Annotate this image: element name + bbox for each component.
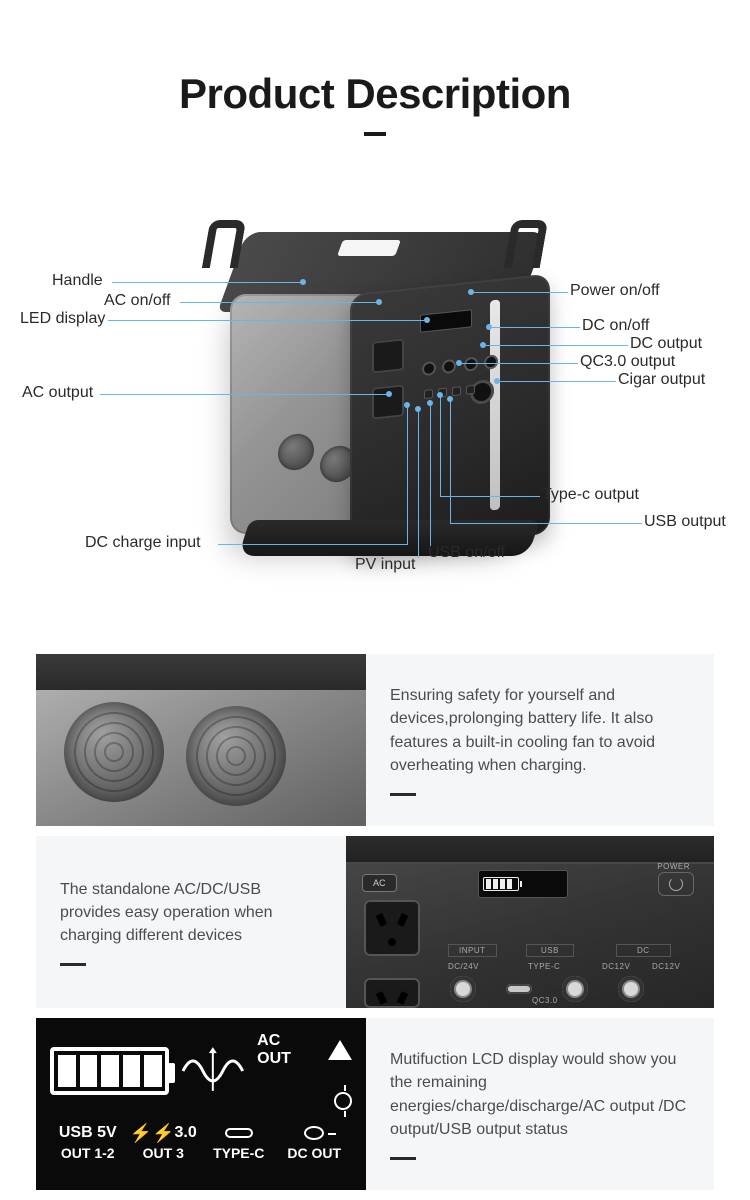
panel-usb-label: USB [526, 944, 574, 957]
panel-typec-port-icon [506, 984, 532, 994]
panel-lcd-icon [478, 870, 568, 898]
feature-desc-1: Ensuring safety for yourself and devices… [390, 684, 690, 777]
feature-bar-1 [390, 793, 416, 796]
feature-text-2: The standalone AC/DC/USB provides easy o… [36, 836, 346, 1008]
lcd-out3-label: OUT 3 [143, 1145, 184, 1161]
callout-dc-onoff: DC on/off [582, 317, 649, 335]
lcd-warning-icon [328, 1040, 352, 1060]
panel-ac-label: AC [362, 874, 397, 892]
lcd-dc-icon [304, 1126, 324, 1140]
feature-image-panel: AC POWER [346, 836, 714, 1008]
lcd-30-label: 3.0 [175, 1124, 197, 1142]
feature-row-3: AC OUT USB 5V OUT 1-2 ⚡⚡3.0 [36, 1018, 714, 1190]
callout-usb-onoff: USB on/off [428, 544, 505, 562]
panel-dc12v-label: DC12V [652, 962, 680, 971]
title-section: Product Description [0, 0, 750, 154]
panel-input-label: INPUT [448, 944, 497, 957]
callout-handle: Handle [52, 272, 103, 290]
callout-dc-output: DC output [630, 335, 702, 353]
panel-qc30-label: QC3.0 [532, 996, 558, 1005]
panel-ac-socket-icon [364, 900, 420, 956]
title-underline [364, 132, 386, 136]
feature-bar-3 [390, 1157, 416, 1160]
callout-ac-onoff: AC on/off [104, 292, 170, 310]
panel-dc12v-label: DC12V [602, 962, 630, 971]
lcd-typec-label: TYPE-C [213, 1145, 264, 1161]
features-section: Ensuring safety for yourself and devices… [0, 624, 750, 1190]
panel-dc-label: DC [616, 944, 671, 957]
panel-ac-socket-icon [364, 978, 420, 1008]
callout-power-onoff: Power on/off [570, 282, 660, 300]
lcd-out12-label: OUT 1-2 [61, 1145, 115, 1161]
panel-dc12v-port-icon [618, 976, 644, 1002]
callout-ac-output: AC output [22, 384, 93, 402]
device-illustration [200, 204, 540, 574]
feature-row-1: Ensuring safety for yourself and devices… [36, 654, 714, 826]
callout-typec-output: Type-c output [542, 486, 639, 504]
callout-dc-charge-input: DC charge input [85, 534, 201, 552]
feature-desc-2: The standalone AC/DC/USB provides easy o… [60, 878, 322, 948]
callout-usb-output: USB output [644, 513, 726, 531]
lcd-bulb-icon [334, 1092, 352, 1110]
product-diagram: Handle AC on/off LED display AC output D… [0, 184, 750, 604]
panel-dc12v-port-icon [562, 976, 588, 1002]
panel-power-icon [658, 872, 694, 896]
lcd-bolt-icon: ⚡⚡ [130, 1123, 175, 1144]
feature-text-3: Mutifuction LCD display would show you t… [366, 1018, 714, 1190]
panel-dc-port-icon [450, 976, 476, 1002]
lcd-ac-out-label: AC OUT [257, 1032, 318, 1068]
feature-desc-3: Mutifuction LCD display would show you t… [390, 1048, 690, 1141]
lcd-typec-icon [225, 1128, 253, 1138]
lcd-wave-icon [181, 1047, 245, 1095]
panel-power-label: POWER [657, 862, 690, 871]
lcd-usb5v-label: USB 5V [59, 1124, 117, 1142]
callout-cigar-output: Cigar output [618, 371, 705, 389]
feature-bar-2 [60, 963, 86, 966]
lcd-battery-icon [50, 1047, 169, 1095]
callout-qc30-output: QC3.0 output [580, 353, 675, 371]
feature-image-cooling [36, 654, 366, 826]
page-title: Product Description [0, 70, 750, 118]
panel-typec-label: TYPE-C [528, 962, 560, 971]
feature-row-2: The standalone AC/DC/USB provides easy o… [36, 836, 714, 1008]
callout-led-display: LED display [20, 310, 105, 328]
feature-image-lcd: AC OUT USB 5V OUT 1-2 ⚡⚡3.0 [36, 1018, 366, 1190]
lcd-dcout-label: DC OUT [287, 1145, 341, 1161]
callout-pv-input: PV input [355, 556, 415, 574]
panel-dc24v-label: DC/24V [448, 962, 479, 971]
feature-text-1: Ensuring safety for yourself and devices… [366, 654, 714, 826]
